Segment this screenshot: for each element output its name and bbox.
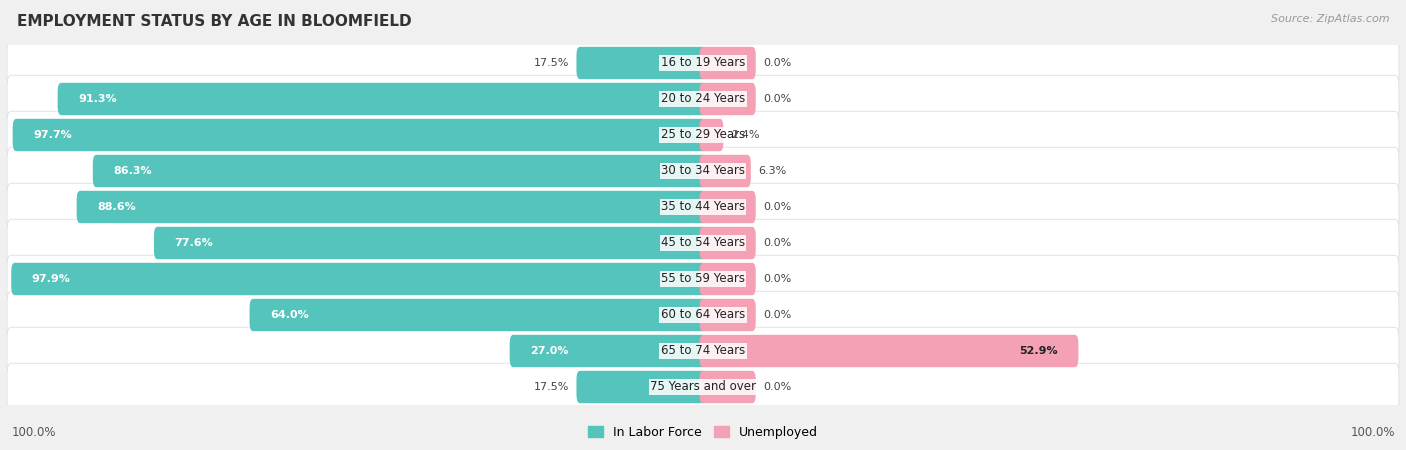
- FancyBboxPatch shape: [77, 191, 707, 223]
- Text: 75 Years and over: 75 Years and over: [650, 381, 756, 393]
- FancyBboxPatch shape: [700, 227, 756, 259]
- Text: 65 to 74 Years: 65 to 74 Years: [661, 345, 745, 357]
- Text: 100.0%: 100.0%: [11, 426, 56, 438]
- Text: 0.0%: 0.0%: [763, 238, 792, 248]
- Text: 2.4%: 2.4%: [731, 130, 759, 140]
- FancyBboxPatch shape: [700, 299, 756, 331]
- FancyBboxPatch shape: [93, 155, 707, 187]
- Text: 52.9%: 52.9%: [1019, 346, 1059, 356]
- Text: 27.0%: 27.0%: [530, 346, 568, 356]
- Text: 0.0%: 0.0%: [763, 382, 792, 392]
- Text: 97.7%: 97.7%: [32, 130, 72, 140]
- Text: 55 to 59 Years: 55 to 59 Years: [661, 273, 745, 285]
- FancyBboxPatch shape: [576, 371, 707, 403]
- FancyBboxPatch shape: [700, 335, 1078, 367]
- Text: 16 to 19 Years: 16 to 19 Years: [661, 57, 745, 69]
- Legend: In Labor Force, Unemployed: In Labor Force, Unemployed: [583, 421, 823, 444]
- Text: 0.0%: 0.0%: [763, 202, 792, 212]
- FancyBboxPatch shape: [7, 255, 1399, 303]
- FancyBboxPatch shape: [700, 263, 756, 295]
- FancyBboxPatch shape: [7, 147, 1399, 195]
- Text: 100.0%: 100.0%: [1350, 426, 1395, 438]
- FancyBboxPatch shape: [7, 363, 1399, 411]
- Text: EMPLOYMENT STATUS BY AGE IN BLOOMFIELD: EMPLOYMENT STATUS BY AGE IN BLOOMFIELD: [17, 14, 412, 28]
- Text: 97.9%: 97.9%: [31, 274, 70, 284]
- FancyBboxPatch shape: [7, 75, 1399, 123]
- Text: 91.3%: 91.3%: [79, 94, 117, 104]
- FancyBboxPatch shape: [250, 299, 707, 331]
- FancyBboxPatch shape: [7, 183, 1399, 231]
- Text: 64.0%: 64.0%: [270, 310, 309, 320]
- Text: Source: ZipAtlas.com: Source: ZipAtlas.com: [1271, 14, 1389, 23]
- FancyBboxPatch shape: [7, 327, 1399, 375]
- Text: 20 to 24 Years: 20 to 24 Years: [661, 93, 745, 105]
- Text: 88.6%: 88.6%: [97, 202, 136, 212]
- Text: 0.0%: 0.0%: [763, 274, 792, 284]
- FancyBboxPatch shape: [58, 83, 707, 115]
- FancyBboxPatch shape: [576, 47, 707, 79]
- FancyBboxPatch shape: [700, 47, 756, 79]
- Text: 45 to 54 Years: 45 to 54 Years: [661, 237, 745, 249]
- FancyBboxPatch shape: [7, 219, 1399, 267]
- FancyBboxPatch shape: [7, 111, 1399, 159]
- FancyBboxPatch shape: [510, 335, 707, 367]
- Text: 77.6%: 77.6%: [174, 238, 214, 248]
- Text: 17.5%: 17.5%: [533, 382, 569, 392]
- FancyBboxPatch shape: [700, 191, 756, 223]
- Text: 25 to 29 Years: 25 to 29 Years: [661, 129, 745, 141]
- FancyBboxPatch shape: [7, 291, 1399, 339]
- FancyBboxPatch shape: [11, 263, 707, 295]
- Text: 86.3%: 86.3%: [112, 166, 152, 176]
- FancyBboxPatch shape: [13, 119, 707, 151]
- Text: 60 to 64 Years: 60 to 64 Years: [661, 309, 745, 321]
- FancyBboxPatch shape: [700, 371, 756, 403]
- Text: 0.0%: 0.0%: [763, 310, 792, 320]
- Text: 6.3%: 6.3%: [759, 166, 787, 176]
- Text: 0.0%: 0.0%: [763, 58, 792, 68]
- Text: 17.5%: 17.5%: [533, 58, 569, 68]
- FancyBboxPatch shape: [700, 155, 751, 187]
- FancyBboxPatch shape: [700, 119, 724, 151]
- FancyBboxPatch shape: [7, 39, 1399, 87]
- FancyBboxPatch shape: [155, 227, 707, 259]
- Text: 0.0%: 0.0%: [763, 94, 792, 104]
- Text: 30 to 34 Years: 30 to 34 Years: [661, 165, 745, 177]
- Text: 35 to 44 Years: 35 to 44 Years: [661, 201, 745, 213]
- FancyBboxPatch shape: [700, 83, 756, 115]
